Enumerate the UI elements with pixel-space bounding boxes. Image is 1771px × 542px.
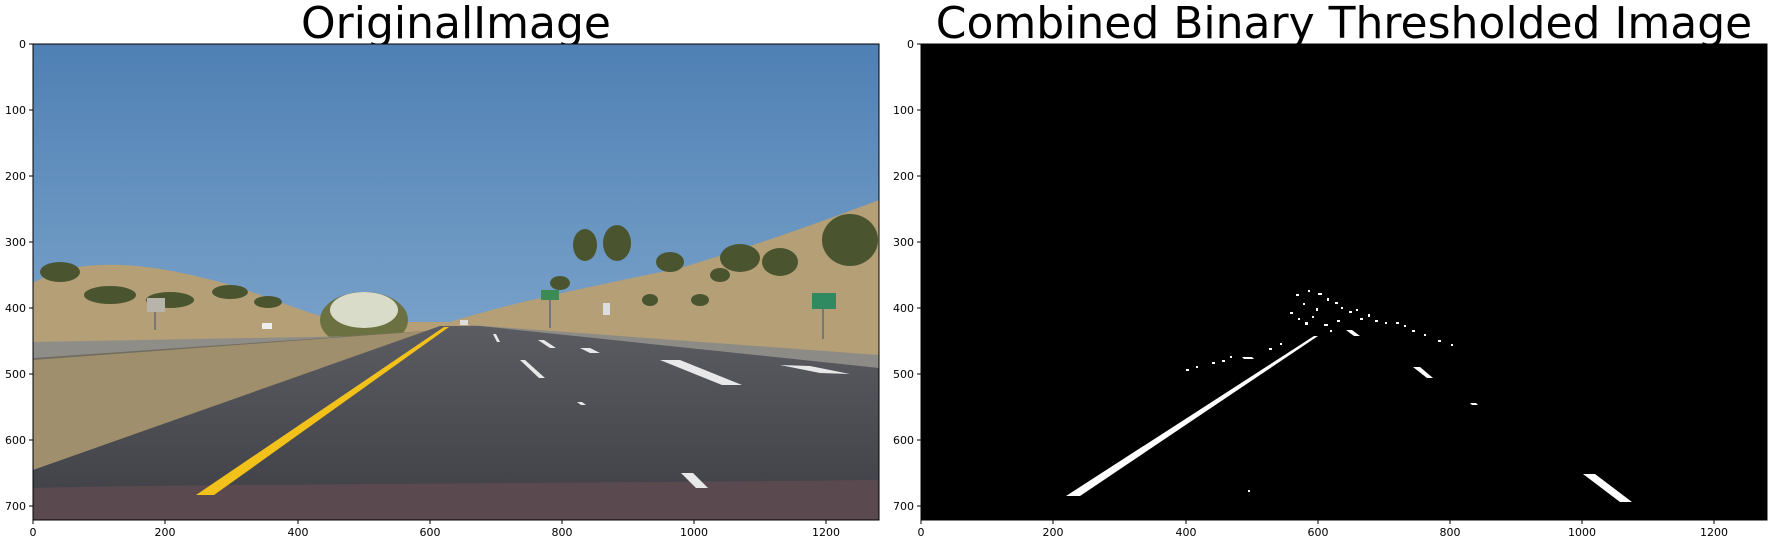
x-tick-label: 200	[1043, 526, 1064, 539]
y-tick-label: 300	[5, 236, 26, 249]
y-tick-label: 100	[893, 104, 914, 117]
x-tick-label: 0	[30, 526, 37, 539]
y-tick-label: 700	[893, 500, 914, 513]
y-tick-label: 200	[5, 170, 26, 183]
binary-y-axis: 0 100 200 300 400 500 600 700	[893, 38, 921, 513]
original-road-photo	[33, 44, 879, 520]
y-tick-label: 700	[5, 500, 26, 513]
original-image-panel: OriginalImage	[5, 0, 880, 539]
x-tick-label: 200	[155, 526, 176, 539]
x-tick-label: 400	[1176, 526, 1197, 539]
x-tick-label: 600	[1308, 526, 1329, 539]
binary-image-frame	[920, 43, 1768, 521]
y-tick-label: 400	[893, 302, 914, 315]
x-tick-label: 1200	[1700, 526, 1728, 539]
x-tick-label: 1000	[680, 526, 708, 539]
y-tick-label: 200	[893, 170, 914, 183]
y-tick-label: 400	[5, 302, 26, 315]
original-y-axis: 0 100 200 300 400 500 600 700	[5, 38, 33, 513]
original-image-frame	[32, 43, 880, 521]
y-tick-label: 300	[893, 236, 914, 249]
original-image-title: OriginalImage	[301, 0, 611, 49]
y-tick-label: 600	[5, 434, 26, 447]
binary-image-panel: Combined Binary Thresholded Image	[893, 0, 1768, 539]
binary-x-axis: 0 200 400 600 800 1000 1200	[918, 520, 1728, 539]
x-tick-label: 0	[918, 526, 925, 539]
x-tick-label: 1000	[1568, 526, 1596, 539]
y-tick-label: 500	[5, 368, 26, 381]
binary-threshold-image	[921, 44, 1767, 520]
x-tick-label: 600	[420, 526, 441, 539]
x-tick-label: 1200	[812, 526, 840, 539]
y-tick-label: 600	[893, 434, 914, 447]
x-tick-label: 800	[552, 526, 573, 539]
y-tick-label: 0	[907, 38, 914, 51]
y-tick-label: 0	[19, 38, 26, 51]
y-tick-label: 100	[5, 104, 26, 117]
x-tick-label: 800	[1440, 526, 1461, 539]
y-tick-label: 500	[893, 368, 914, 381]
original-x-axis: 0 200 400 600 800 1000 1200	[30, 520, 840, 539]
x-tick-label: 400	[288, 526, 309, 539]
binary-image-title: Combined Binary Thresholded Image	[936, 0, 1753, 49]
